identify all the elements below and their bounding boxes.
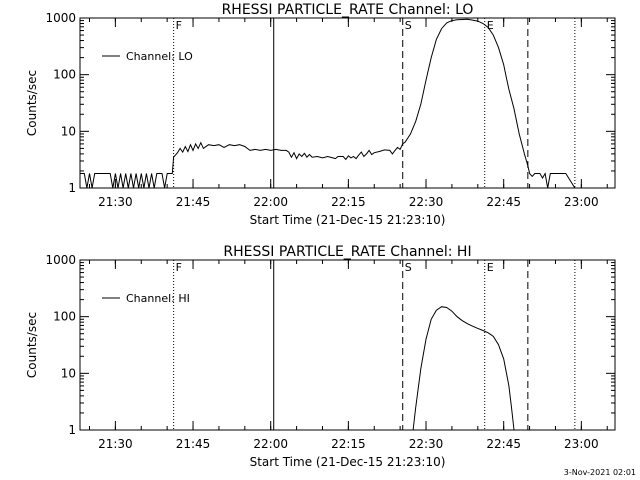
- x-tick-label: 22:30: [409, 437, 444, 451]
- y-tick-label: 1000: [45, 11, 76, 25]
- x-tick-label: 22:45: [486, 437, 521, 451]
- x-tick-label: 21:30: [98, 437, 133, 451]
- x-tick-label: 22:00: [253, 437, 288, 451]
- x-tick-label: 23:00: [564, 437, 599, 451]
- y-tick-label: 100: [53, 68, 76, 82]
- y-tick-label: 100: [53, 310, 76, 324]
- x-tick-label: 21:30: [98, 195, 133, 209]
- series-line: [80, 18, 576, 189]
- x-axis-label: Start Time (21-Dec-15 21:23:10): [250, 213, 446, 227]
- event-marker-label: S: [405, 261, 412, 274]
- x-tick-label: 23:00: [564, 195, 599, 209]
- y-axis-label: Counts/sec: [25, 70, 39, 136]
- event-marker-label: F: [176, 261, 182, 274]
- x-tick-label: 22:30: [409, 195, 444, 209]
- y-tick-label: 10: [61, 124, 76, 138]
- y-axis-label: Counts/sec: [25, 312, 39, 378]
- chart-title: RHESSI PARTICLE_RATE Channel: HI: [223, 244, 471, 260]
- figure-timestamp: 3-Nov-2021 02:01: [564, 468, 636, 477]
- event-marker-label: S: [405, 19, 412, 32]
- legend-label: Channel: HI: [126, 292, 190, 305]
- event-marker-label: E: [487, 19, 494, 32]
- series-line: [412, 306, 515, 431]
- x-axis-label: Start Time (21-Dec-15 21:23:10): [250, 455, 446, 469]
- plot-frame: [79, 17, 616, 189]
- x-tick-label: 22:00: [253, 195, 288, 209]
- event-marker-label: F: [176, 19, 182, 32]
- plot-frame: [79, 259, 616, 431]
- chart-panel-1: RHESSI PARTICLE_RATE Channel: HI Start Ti…: [25, 244, 616, 469]
- legend-label: Channel: LO: [126, 50, 193, 63]
- y-tick-label: 1000: [45, 253, 76, 267]
- event-marker-label: E: [487, 261, 494, 274]
- x-tick-label: 22:45: [486, 195, 521, 209]
- x-tick-label: 22:15: [331, 437, 366, 451]
- y-tick-label: 1: [68, 181, 76, 195]
- chart-title: RHESSI PARTICLE_RATE Channel: LO: [222, 2, 474, 18]
- y-tick-label: 10: [61, 366, 76, 380]
- chart-panel-0: RHESSI PARTICLE_RATE Channel: LO Start Ti…: [25, 2, 616, 227]
- x-tick-label: 22:15: [331, 195, 366, 209]
- y-tick-label: 1: [68, 423, 76, 437]
- x-tick-label: 21:45: [176, 437, 211, 451]
- x-tick-label: 21:45: [176, 195, 211, 209]
